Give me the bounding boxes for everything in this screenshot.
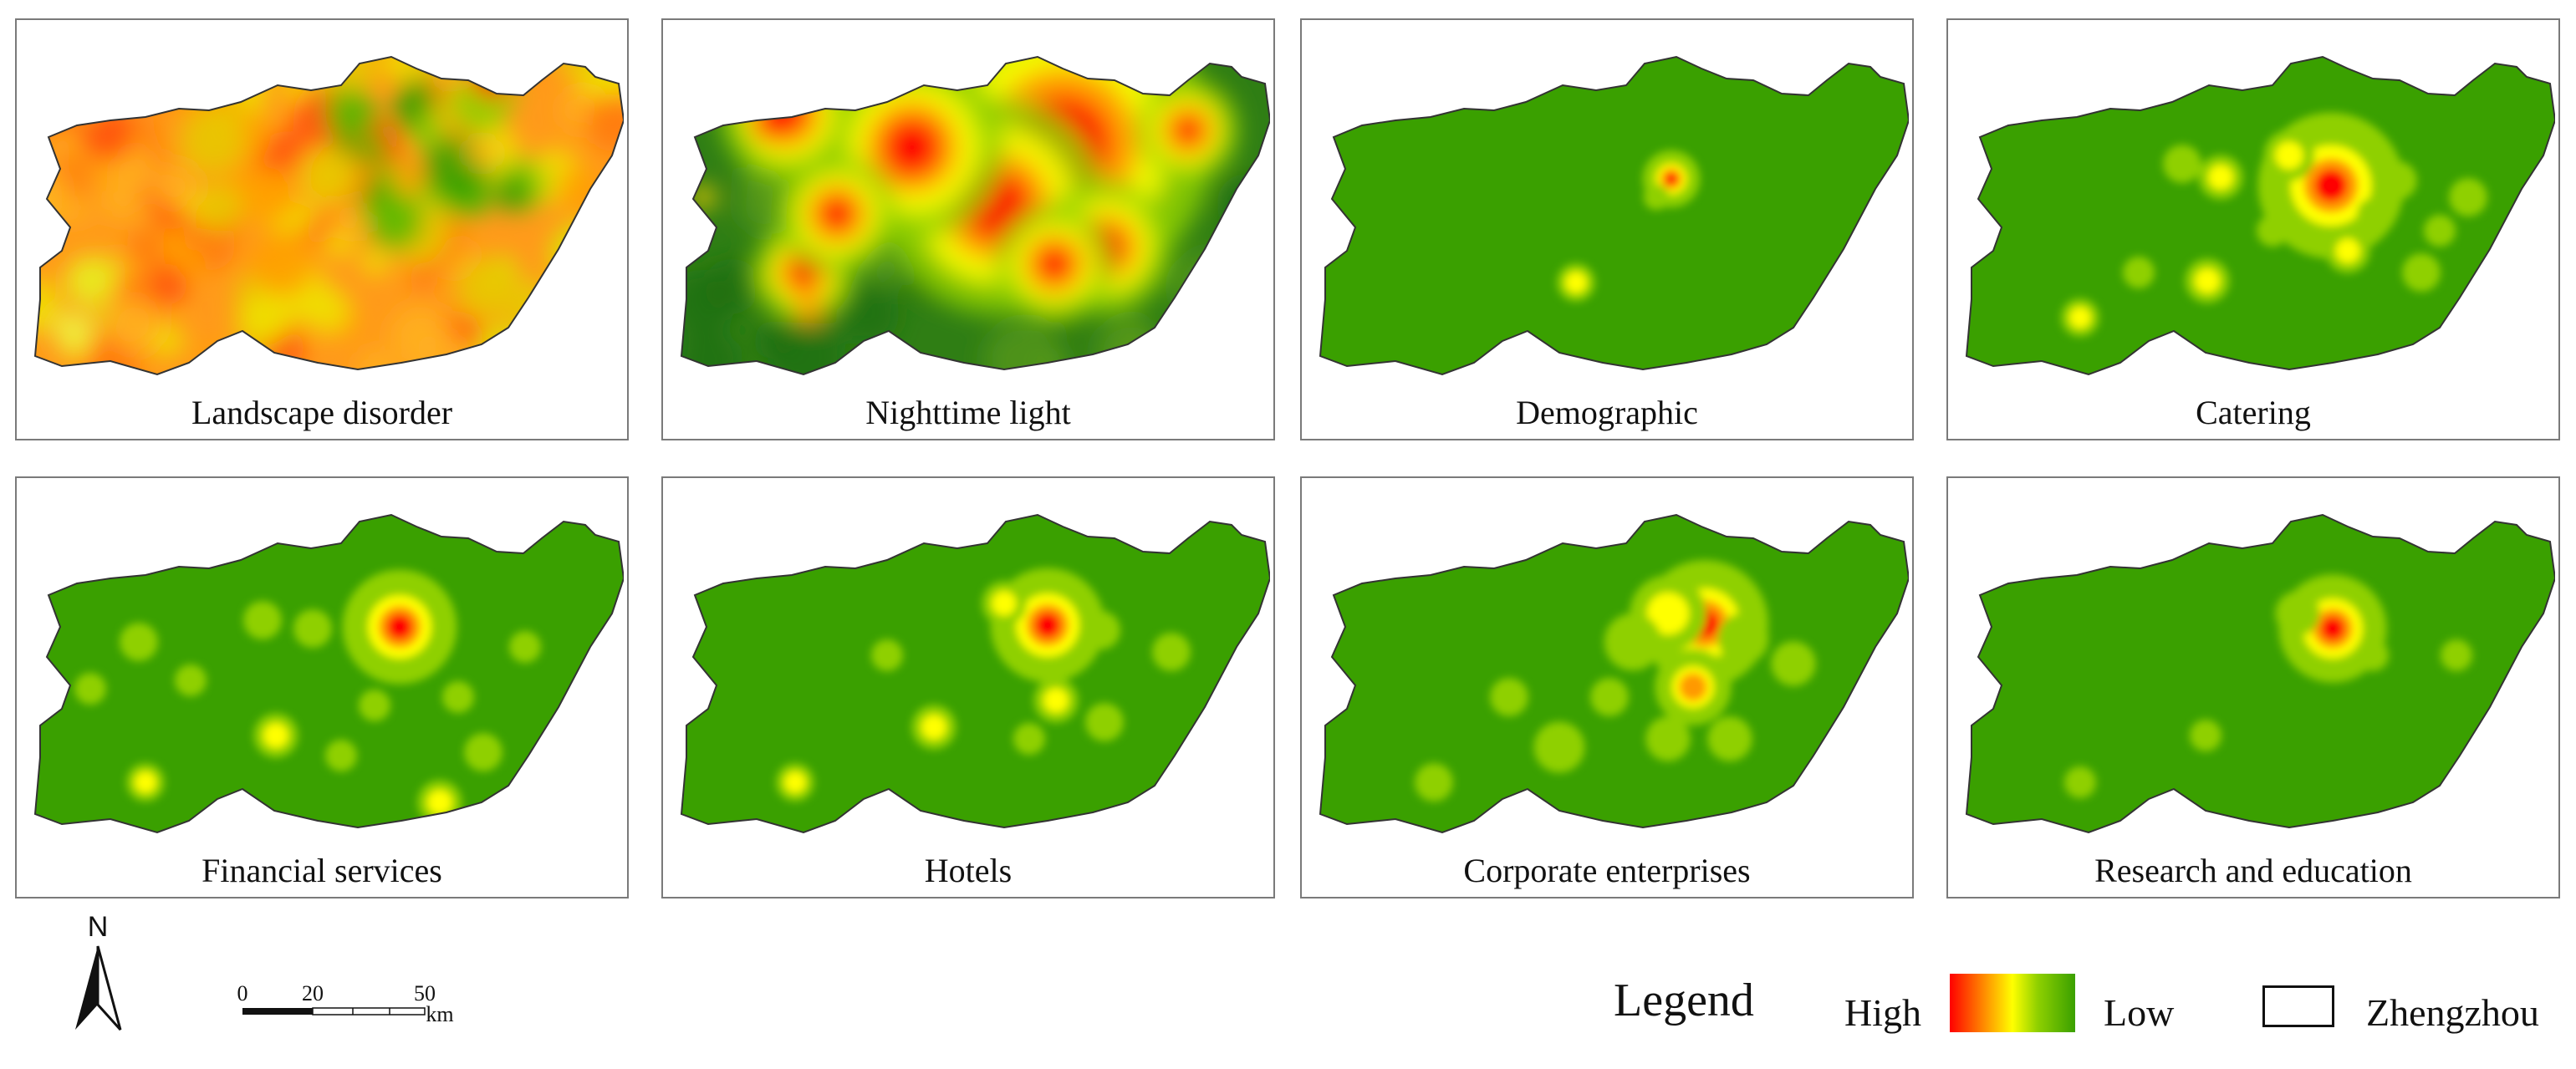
legend: Legend High Low Zhengzhou: [1614, 974, 2567, 1049]
zhengzhou-boundary: [1965, 55, 2555, 376]
panel-caption: Hotels: [924, 852, 1013, 889]
map-panel-corporate-enterprises: Corporate enterprises: [1300, 476, 1914, 898]
zhengzhou-boundary: [1965, 513, 2555, 834]
panel-caption: Landscape disorder: [191, 394, 453, 431]
zhengzhou-boundary: [680, 55, 1270, 376]
landscape-disorder-map: [33, 55, 624, 376]
north-label: N: [88, 911, 109, 943]
zhengzhou-boundary: [33, 55, 624, 376]
map-panel-catering: Catering: [1946, 18, 2560, 440]
research-education-map: [1965, 513, 2555, 834]
map-surface: [1966, 515, 2555, 832]
hotels-map: [680, 513, 1270, 834]
panel-caption: Financial services: [201, 852, 442, 889]
panel-caption: Corporate enterprises: [1463, 852, 1751, 889]
nighttime-light-map: [680, 55, 1270, 376]
panel-caption: Nighttime light: [865, 394, 1071, 431]
legend-high-label: High: [1844, 991, 1921, 1034]
map-panel-hotels: Hotels: [661, 476, 1275, 898]
map-surface: [681, 57, 1270, 374]
map-surface: [35, 515, 624, 832]
north-arrow-left-half: [75, 946, 98, 1030]
map-surface: [1320, 57, 1909, 374]
legend-low-label: Low: [2104, 991, 2175, 1034]
scale-tick-50: 50: [414, 981, 436, 1005]
zhengzhou-boundary: [1319, 513, 1909, 834]
corporate-enterprises-map: [1319, 513, 1909, 834]
map-panel-demographic: Demographic: [1300, 18, 1914, 440]
legend-color-ramp: [1950, 974, 2075, 1032]
map-surface: [1966, 57, 2555, 374]
panel-caption: Research and education: [2094, 852, 2412, 889]
demographic-map: [1319, 55, 1909, 376]
legend-boundary-swatch: [2262, 985, 2334, 1027]
map-panel-nighttime-light: Nighttime light: [661, 18, 1275, 440]
north-arrow: N: [75, 911, 122, 1031]
legend-title: Legend: [1614, 975, 1754, 1026]
scale-segment-dark: [242, 1008, 313, 1015]
map-panel-financial-services: Financial services: [15, 476, 629, 898]
map-surface: [1320, 515, 1909, 832]
panel-caption: Catering: [2196, 394, 2311, 431]
zhengzhou-boundary: [33, 513, 624, 834]
financial-services-map: [33, 513, 624, 834]
zhengzhou-boundary: [1319, 55, 1909, 376]
legend-boundary-label: Zhengzhou: [2366, 991, 2539, 1034]
zhengzhou-boundary: [680, 513, 1270, 834]
panel-caption: Demographic: [1516, 394, 1698, 431]
map-surface: [681, 515, 1270, 832]
scale-segment-light: [312, 1007, 426, 1016]
scale-unit: km: [426, 1002, 453, 1026]
scale-tick-20: 20: [302, 981, 324, 1005]
map-surface: [35, 57, 624, 374]
catering-map: [1965, 55, 2555, 376]
map-panel-research-education: Research and education: [1946, 476, 2560, 898]
scale-tick-0: 0: [237, 981, 248, 1005]
map-panel-landscape-disorder: Landscape disorder: [15, 18, 629, 440]
scale-bar: 0 20 50 km: [237, 981, 454, 1026]
north-arrow-right-half: [96, 945, 122, 1031]
